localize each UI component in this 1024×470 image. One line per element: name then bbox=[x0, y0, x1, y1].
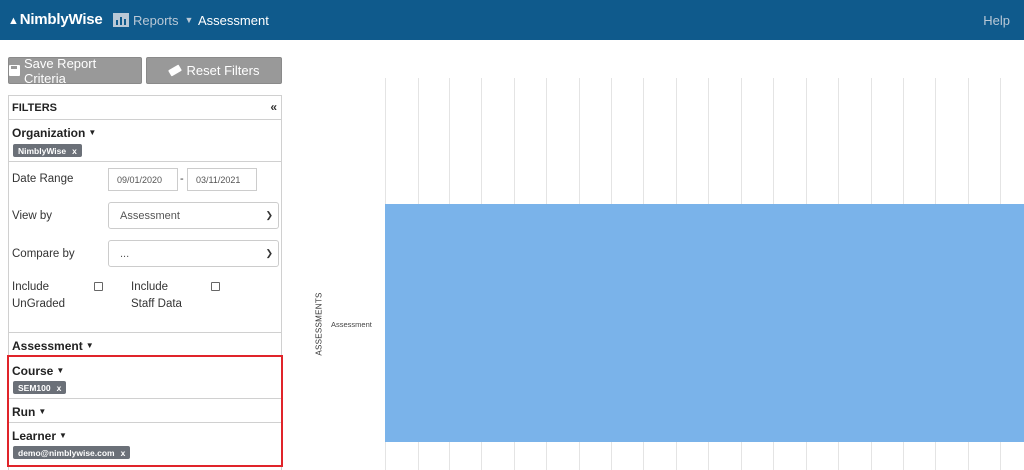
divider bbox=[9, 398, 281, 399]
caret-down-icon: ▼ bbox=[85, 341, 94, 350]
include-ungraded-label-line1: Include bbox=[12, 281, 50, 293]
course-tag: SEM100 x bbox=[13, 381, 67, 394]
compare-by-label: Compare by bbox=[12, 248, 75, 260]
remove-tag-icon[interactable]: x bbox=[72, 145, 77, 156]
filters-panel: FILTERS « Organization ▼ NimblyWise x Dat… bbox=[8, 95, 282, 470]
date-range-label: Date Range bbox=[12, 173, 74, 185]
chart-category-label: Assessment bbox=[331, 320, 372, 329]
caret-down-icon: ▼ bbox=[59, 431, 67, 440]
view-by-value: Assessment bbox=[120, 209, 180, 222]
date-from-input[interactable]: 09/01/2020 bbox=[108, 168, 178, 191]
view-by-label: View by bbox=[12, 210, 53, 222]
include-ungraded-label-line2: UnGraded bbox=[12, 298, 66, 310]
top-navbar: ▲NimblyWise Reports ▼ Assessment Help bbox=[0, 0, 1024, 40]
breadcrumb-current: Assessment bbox=[198, 13, 269, 28]
caret-down-icon: ▼ bbox=[184, 15, 194, 25]
save-button-label: Save Report Criteria bbox=[23, 55, 97, 86]
floppy-disk-icon bbox=[9, 65, 20, 76]
learner-filter-toggle[interactable]: Learner ▼ bbox=[12, 429, 67, 443]
reset-filters-button[interactable]: Reset Filters bbox=[146, 57, 282, 84]
include-staff-checkbox[interactable] bbox=[211, 282, 220, 291]
divider bbox=[9, 332, 281, 333]
save-report-criteria-button[interactable]: Save Report Criteria bbox=[8, 55, 142, 86]
view-by-select[interactable]: Assessment ❯ bbox=[108, 202, 279, 229]
include-staff-label-line1: Include bbox=[131, 281, 169, 293]
reports-menu-label: Reports bbox=[133, 12, 179, 28]
learner-label: Learner bbox=[12, 429, 57, 443]
include-staff-label-line2: Staff Data bbox=[131, 298, 182, 310]
chart-y-axis-title: ASSESSMENTS bbox=[314, 292, 324, 356]
course-filter-toggle[interactable]: Course ▼ bbox=[12, 364, 64, 378]
assessment-chart bbox=[385, 78, 1024, 470]
remove-tag-icon[interactable]: x bbox=[56, 382, 62, 393]
eraser-icon bbox=[167, 64, 182, 77]
organization-filter-toggle[interactable]: Organization ▼ bbox=[12, 126, 96, 140]
date-separator: - bbox=[180, 173, 184, 185]
compare-by-value: ... bbox=[120, 247, 130, 260]
assessment-filter-toggle[interactable]: Assessment ▼ bbox=[12, 339, 94, 353]
bar-chart-icon bbox=[113, 13, 129, 27]
chevron-down-icon: ❯ bbox=[265, 210, 273, 220]
tag-label: NimblyWise bbox=[18, 145, 67, 156]
divider bbox=[9, 161, 281, 162]
organization-tag: NimblyWise x bbox=[13, 144, 82, 157]
filters-header: FILTERS « bbox=[9, 96, 281, 120]
include-ungraded-checkbox[interactable] bbox=[94, 282, 103, 291]
caret-down-icon: ▼ bbox=[56, 366, 65, 375]
caret-down-icon: ▼ bbox=[38, 407, 47, 416]
run-filter-toggle[interactable]: Run ▼ bbox=[12, 405, 46, 419]
reports-menu[interactable]: Reports ▼ bbox=[113, 10, 193, 30]
tag-label: demo@nimblywise.com bbox=[18, 447, 115, 458]
course-label: Course bbox=[12, 364, 54, 378]
collapse-panel-icon[interactable]: « bbox=[270, 100, 277, 114]
filters-title: FILTERS bbox=[12, 102, 58, 114]
chart-bar-assessment[interactable] bbox=[385, 204, 1024, 442]
help-link[interactable]: Help bbox=[983, 13, 1010, 28]
organization-label: Organization bbox=[12, 126, 86, 140]
brand-icon: ▲ bbox=[8, 15, 19, 27]
brand-name: NimblyWise bbox=[19, 11, 103, 28]
run-label: Run bbox=[12, 405, 36, 419]
tag-label: SEM100 bbox=[18, 382, 51, 393]
chevron-down-icon: ❯ bbox=[265, 248, 273, 258]
divider bbox=[9, 422, 281, 423]
reset-button-label: Reset Filters bbox=[186, 63, 260, 78]
brand-logo[interactable]: ▲NimblyWise bbox=[8, 11, 103, 28]
highlight-box bbox=[7, 355, 283, 467]
remove-tag-icon[interactable]: x bbox=[120, 447, 126, 458]
learner-tag: demo@nimblywise.com x bbox=[13, 446, 131, 459]
date-to-input[interactable]: 03/11/2021 bbox=[187, 168, 257, 191]
assessment-label: Assessment bbox=[12, 339, 83, 353]
compare-by-select[interactable]: ... ❯ bbox=[108, 240, 279, 267]
caret-down-icon: ▼ bbox=[88, 128, 97, 137]
